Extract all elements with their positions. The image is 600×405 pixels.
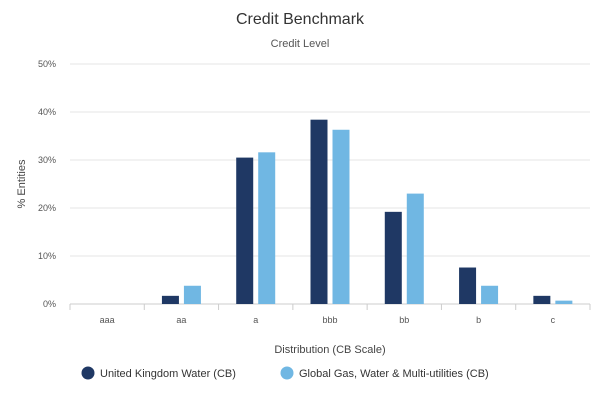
bar-global-gas-water-utilities-a[interactable]: [258, 152, 276, 304]
chart-title: Credit Benchmark: [236, 11, 365, 28]
chart-subtitle: Credit Level: [271, 38, 330, 50]
y-axis-ticks: 0% 10% 20% 30% 40% 50%: [38, 59, 56, 309]
x-tick-label: c: [551, 315, 556, 325]
bars: [161, 119, 573, 305]
bar-uk-water-b[interactable]: [459, 267, 477, 304]
bar-global-gas-water-utilities-bbb[interactable]: [332, 129, 350, 304]
category-separators: [69, 304, 591, 310]
bar-global-gas-water-utilities-b[interactable]: [481, 285, 499, 304]
legend-swatch: [81, 366, 95, 380]
y-tick-label: 0%: [43, 299, 56, 309]
y-tick-label: 10%: [38, 251, 56, 261]
bar-uk-water-bbb[interactable]: [310, 119, 328, 305]
x-tick-label: aaa: [100, 315, 115, 325]
x-tick-label: bb: [399, 315, 409, 325]
bar-global-gas-water-utilities-bb[interactable]: [406, 193, 424, 304]
legend-item-label[interactable]: United Kingdom Water (CB): [100, 368, 236, 380]
bar-uk-water-bb[interactable]: [384, 211, 402, 304]
bar-uk-water-aa[interactable]: [161, 295, 179, 304]
x-tick-label: a: [253, 315, 258, 325]
legend-item-label[interactable]: Global Gas, Water & Multi-utilities (CB): [299, 368, 489, 380]
bar-global-gas-water-utilities-aa[interactable]: [183, 285, 201, 304]
y-axis-title: % Entities: [16, 159, 28, 208]
y-tick-label: 40%: [38, 107, 56, 117]
y-tick-label: 30%: [38, 155, 56, 165]
y-tick-label: 50%: [38, 59, 56, 69]
bar-uk-water-a[interactable]: [236, 157, 254, 304]
x-tick-label: aa: [176, 315, 186, 325]
bar-global-gas-water-utilities-c[interactable]: [555, 300, 573, 304]
legend-swatch: [280, 366, 294, 380]
gridlines: [70, 63, 590, 305]
x-axis-ticks: aaa aa a bbb bb b c: [100, 315, 556, 325]
x-tick-label: b: [476, 315, 481, 325]
bar-uk-water-c[interactable]: [533, 295, 551, 304]
x-tick-label: bbb: [322, 315, 337, 325]
x-axis-title: Distribution (CB Scale): [274, 344, 385, 356]
legend: United Kingdom Water (CB) Global Gas, Wat…: [81, 366, 489, 380]
y-tick-label: 20%: [38, 203, 56, 213]
